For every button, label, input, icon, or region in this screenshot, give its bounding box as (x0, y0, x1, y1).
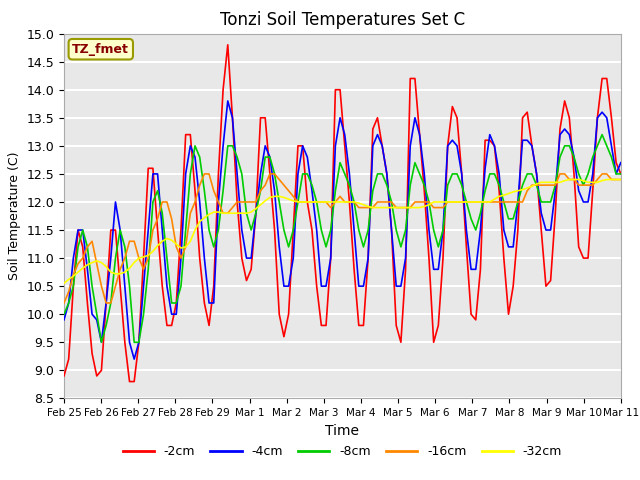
Title: Tonzi Soil Temperatures Set C: Tonzi Soil Temperatures Set C (220, 11, 465, 29)
Legend: -2cm, -4cm, -8cm, -16cm, -32cm: -2cm, -4cm, -8cm, -16cm, -32cm (118, 440, 567, 463)
X-axis label: Time: Time (325, 424, 360, 438)
Text: TZ_fmet: TZ_fmet (72, 43, 129, 56)
Y-axis label: Soil Temperature (C): Soil Temperature (C) (8, 152, 21, 280)
